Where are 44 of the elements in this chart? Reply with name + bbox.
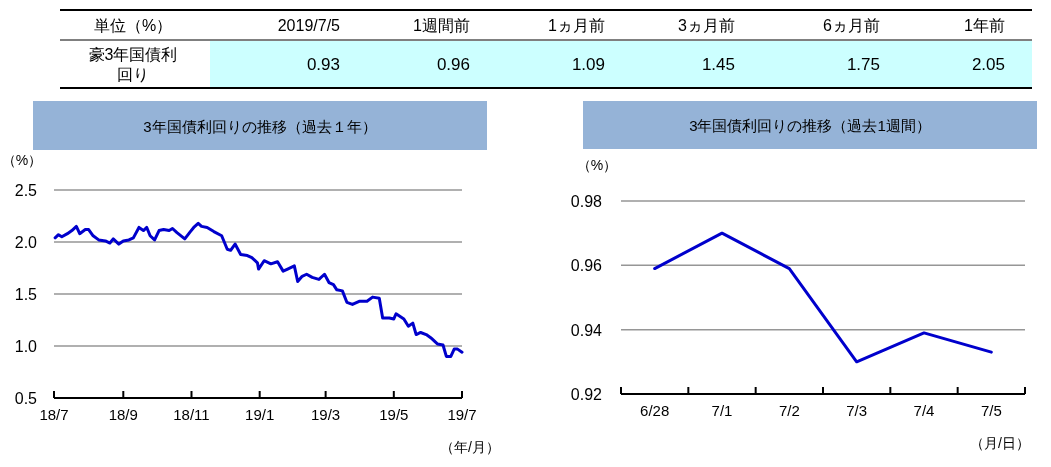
x-tick-label: 7/1 [711,402,733,419]
data-label: 0.93 [306,55,340,74]
y-tick-label: 2.5 [14,182,38,199]
text: 豪3年国債利回り [88,46,178,83]
y-tick-label: 1.0 [14,338,38,355]
x-tick-label: 18/9 [108,406,138,423]
x-tick-label: 18/11 [173,406,210,423]
x-tick-label: 7/2 [778,402,800,419]
x-tick-label: 6/28 [640,402,670,419]
category-label: 1週間前 [413,17,470,34]
x-tick-label: 18/7 [39,406,69,423]
y-axis-title: （%） [576,157,618,173]
data-label: 1.75 [846,55,880,74]
x-tick-label: 19/1 [245,406,275,423]
y-tick-label: 0.96 [570,257,603,275]
y-axis-title: （%） [1,152,43,168]
y-tick-label: 0.94 [570,321,603,339]
line-series [653,231,993,364]
y-tick-label: 1.5 [14,286,38,303]
y-tick-label: 0.98 [570,193,603,210]
category-label: 6ヵ月前 [823,17,880,34]
data-label: 1.45 [701,55,735,74]
x-tick-label: 7/5 [980,402,1002,419]
y-tick-label: 2.0 [14,234,38,251]
text: 単位（%） [93,17,173,34]
data-label: 2.05 [971,55,1005,74]
category-label: 1ヵ月前 [548,17,605,34]
data-label: 0.96 [436,55,470,74]
x-tick-label: 7/4 [913,402,935,419]
x-tick-label: 19/5 [379,406,409,423]
line-series [53,221,464,358]
x-axis-title: （月/日） [970,435,1030,451]
category-label: 3ヵ月前 [678,17,735,34]
x-tick-label: 19/7 [447,406,477,423]
category-label: 1年前 [964,17,1005,34]
x-tick-label: 19/3 [311,406,341,423]
x-tick-label: 7/3 [846,402,868,419]
y-tick-label: 0.92 [570,386,603,403]
x-axis-title: （年/月） [440,439,500,455]
chart-title: 3年国債利回りの推移（過去１年） [143,117,377,135]
data-label: 1.09 [571,55,605,74]
chart-title: 3年国債利回りの推移（過去1週間） [689,117,931,134]
category-label: 2019/7/5 [277,17,341,34]
y-tick-label: 0.5 [14,390,38,407]
